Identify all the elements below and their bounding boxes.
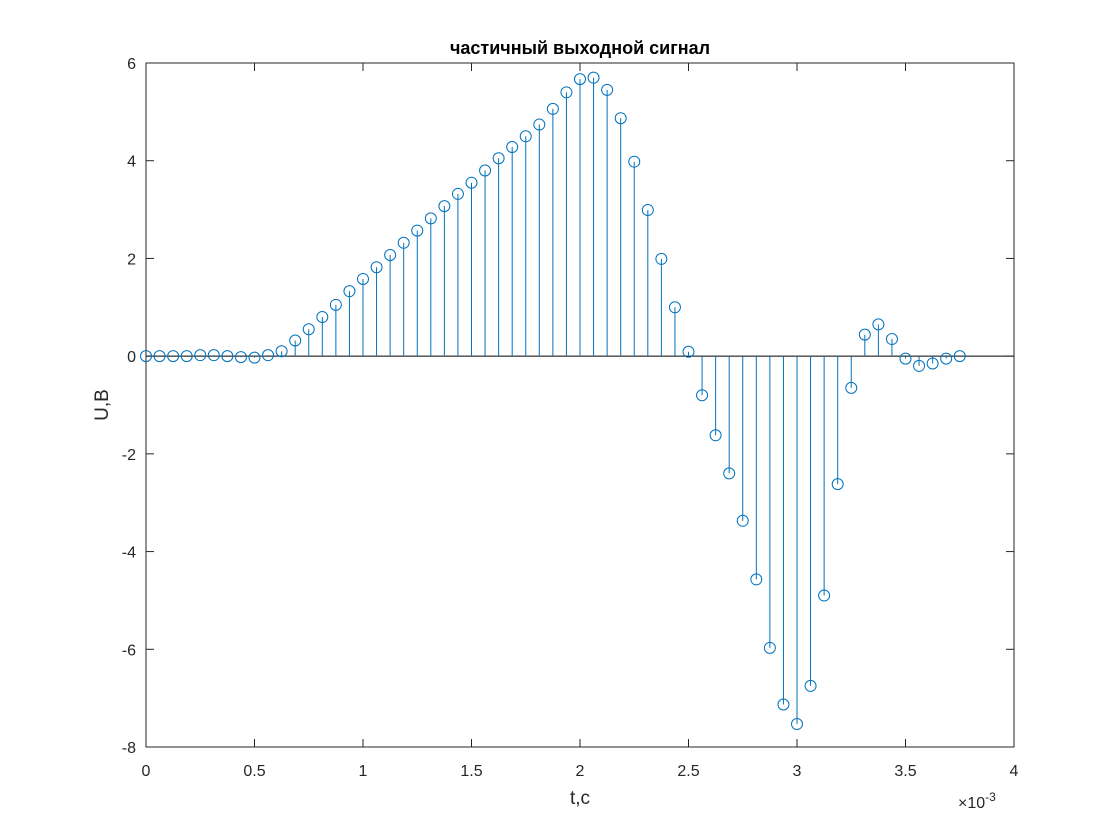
stem-marker — [519, 130, 532, 143]
stem-marker — [140, 350, 152, 363]
stem-marker — [180, 350, 193, 363]
stem-marker — [858, 328, 871, 341]
stem-marker — [750, 573, 763, 586]
stem-marker — [736, 514, 749, 527]
stem-marker — [194, 349, 207, 362]
chart-title: частичный выходной сигнал — [450, 38, 710, 58]
stem-marker — [574, 73, 586, 86]
y-tick-label: -6 — [122, 642, 136, 659]
y-tick-label: 0 — [127, 349, 136, 366]
stem-marker — [167, 350, 180, 363]
stem-marker — [533, 118, 546, 131]
stem-marker — [696, 389, 709, 402]
stem-marker — [926, 357, 939, 370]
stem-marker — [641, 204, 654, 217]
stem-marker — [546, 102, 559, 115]
stem-marker — [221, 350, 234, 363]
stem-marker — [248, 351, 261, 364]
stem-series — [140, 71, 966, 731]
x-tick-label: 2.5 — [677, 763, 699, 780]
stem-marker — [614, 112, 627, 125]
stem-marker — [207, 349, 220, 362]
stem-marker — [316, 311, 329, 324]
stem-marker — [791, 718, 803, 731]
y-tick-label: -8 — [122, 740, 136, 757]
stem-marker — [302, 323, 315, 336]
stem-marker — [777, 698, 790, 711]
stem-marker — [275, 345, 288, 358]
x-tick-label: 3 — [793, 763, 802, 780]
x-tick-label: 0.5 — [243, 763, 265, 780]
stem-marker — [479, 164, 492, 177]
stem-marker — [953, 350, 966, 363]
stem-marker — [506, 141, 519, 154]
stem-marker — [438, 200, 451, 213]
stem-marker — [601, 83, 614, 96]
stem-marker — [913, 359, 926, 372]
stem-marker — [804, 679, 817, 692]
stem-marker — [492, 152, 505, 165]
stem-marker — [845, 381, 858, 394]
stem-marker — [357, 272, 369, 285]
stem-marker — [872, 318, 885, 331]
x-exponent-base: ×10 — [958, 795, 985, 812]
stem-marker — [899, 352, 912, 365]
stem-marker — [763, 641, 776, 654]
stem-marker — [723, 467, 736, 480]
stem-marker — [709, 429, 722, 442]
stem-marker — [234, 351, 247, 364]
x-tick-label: 3.5 — [894, 763, 916, 780]
y-tick-label: 6 — [127, 56, 136, 73]
stem-marker — [384, 249, 397, 262]
stem-marker — [818, 589, 831, 602]
x-tick-label: 1.5 — [460, 763, 482, 780]
stem-marker — [628, 155, 641, 168]
x-tick-label: 2 — [576, 763, 585, 780]
stem-marker — [343, 285, 356, 298]
y-axis-label: U,B — [92, 389, 113, 421]
y-tick-label: -2 — [122, 447, 136, 464]
y-tick-label: 2 — [127, 251, 136, 268]
stem-marker — [153, 350, 166, 363]
stem-marker — [289, 334, 302, 347]
stem-marker — [560, 86, 573, 99]
stem-marker — [940, 352, 953, 365]
stem-marker — [885, 333, 898, 346]
x-tick-label: 4 — [1010, 763, 1019, 780]
stem-marker — [831, 478, 844, 491]
stem-marker — [465, 176, 478, 189]
stem-marker — [411, 224, 424, 237]
y-tick-label: 4 — [127, 154, 136, 171]
stem-marker — [424, 212, 437, 225]
stem-marker — [370, 261, 383, 274]
x-exponent-power: -3 — [985, 790, 996, 804]
stem-marker — [668, 301, 681, 314]
stem-marker — [655, 252, 668, 265]
axis-ticks: 0 0.5 1 1.5 2 2.5 3 3.5 4 -8 -6 -4 -2 0 2 4 6 — [122, 56, 1019, 780]
stem-marker — [587, 71, 600, 84]
x-axis-label: t,c — [570, 788, 590, 809]
stem-marker — [262, 349, 275, 362]
stem-marker — [329, 298, 342, 311]
stem-marker — [682, 345, 695, 358]
stem-marker — [451, 187, 464, 200]
stem-marker — [397, 236, 410, 249]
x-tick-label: 1 — [359, 763, 368, 780]
y-tick-label: -4 — [122, 545, 136, 562]
x-axis-exponent: ×10-3 — [958, 790, 996, 812]
x-tick-label: 0 — [142, 763, 151, 780]
